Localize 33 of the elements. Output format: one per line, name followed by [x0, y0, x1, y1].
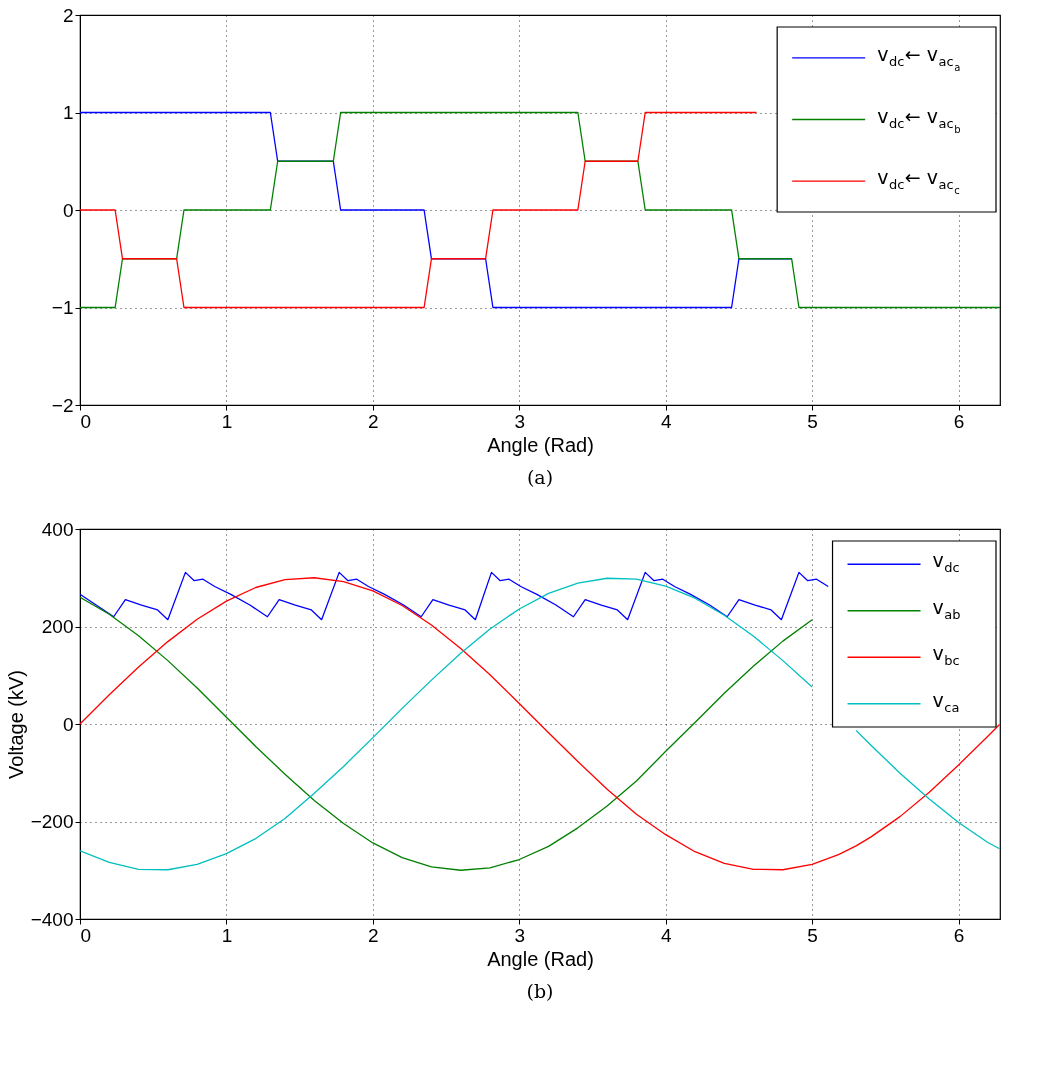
text: (b) — [526, 980, 554, 1002]
y-tick-label: −2 — [51, 394, 74, 416]
line-series — [80, 111, 1000, 309]
x-tick-label: 2 — [368, 924, 379, 946]
x-tick-label: 2 — [368, 410, 379, 432]
x-tick-label: 0 — [80, 410, 92, 432]
y-tick-label: −200 — [30, 811, 74, 832]
y-tick-label: 200 — [41, 616, 74, 637]
x-tick-label: 1 — [221, 924, 233, 946]
line-series — [80, 577, 1000, 871]
line-series — [80, 571, 829, 621]
text: (a) — [526, 466, 554, 488]
x-tick-label: 3 — [514, 410, 526, 432]
x-axis-title: Angle (Rad) — [487, 433, 594, 456]
x-tick-label: 4 — [660, 924, 672, 946]
y-tick-label: 1 — [62, 102, 74, 123]
y-tick-label: 400 — [41, 518, 74, 540]
y-axis-title: Voltage (kV) — [4, 670, 27, 779]
x-tick-label: 6 — [953, 924, 965, 946]
x-tick-label: 6 — [953, 410, 965, 432]
y-tick-label: 0 — [62, 199, 74, 221]
x-tick-label: 4 — [660, 410, 672, 432]
x-tick-label: 0 — [80, 924, 92, 946]
y-tick-label: −1 — [51, 297, 74, 318]
y-tick-label: −400 — [30, 908, 74, 930]
line-series — [80, 596, 813, 871]
x-tick-label: 1 — [221, 410, 233, 432]
x-tick-label: 3 — [514, 924, 526, 946]
x-axis-title: Angle (Rad) — [487, 947, 594, 970]
y-tick-label: 0 — [62, 713, 74, 735]
x-tick-label: 5 — [807, 410, 818, 432]
y-tick-label: 2 — [62, 4, 74, 26]
x-tick-label: 5 — [807, 924, 818, 946]
